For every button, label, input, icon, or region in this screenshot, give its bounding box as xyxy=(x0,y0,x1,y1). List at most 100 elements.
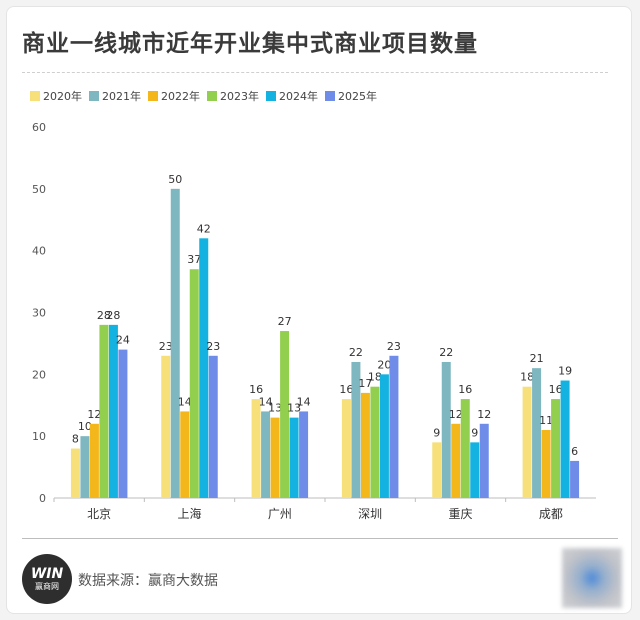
bar xyxy=(479,423,489,498)
bar-value-label: 24 xyxy=(116,334,130,347)
bar xyxy=(108,324,118,498)
x-category-label: 北京 xyxy=(87,507,111,521)
legend-item-2021: 2021年 xyxy=(89,88,141,104)
footer-divider xyxy=(22,538,618,539)
bar xyxy=(289,417,299,498)
bar xyxy=(261,411,271,498)
legend-swatch-2025 xyxy=(325,91,335,101)
bar-value-label: 6 xyxy=(571,445,578,458)
bar-value-label: 22 xyxy=(439,346,453,359)
title-divider xyxy=(22,72,608,73)
bar-value-label: 21 xyxy=(530,352,544,365)
bar-value-label: 12 xyxy=(477,408,491,421)
bar-value-label: 37 xyxy=(187,253,201,266)
bar-value-label: 28 xyxy=(106,309,120,322)
bar-value-label: 23 xyxy=(387,340,401,353)
bar-value-label: 16 xyxy=(549,383,563,396)
bar xyxy=(208,355,218,498)
bar-value-label: 13 xyxy=(268,402,282,415)
bar xyxy=(199,238,209,499)
bar-value-label: 42 xyxy=(197,222,211,235)
bar-value-label: 23 xyxy=(206,340,220,353)
legend-swatch-2022 xyxy=(148,91,158,101)
bar-value-label: 16 xyxy=(249,383,263,396)
bar xyxy=(570,460,580,498)
bar-value-label: 16 xyxy=(458,383,472,396)
y-tick-label: 0 xyxy=(39,492,46,505)
bar-value-label: 12 xyxy=(449,408,463,421)
bar-value-label: 17 xyxy=(358,377,372,390)
legend-swatch-2020 xyxy=(30,91,40,101)
bar-value-label: 11 xyxy=(539,414,553,427)
bar xyxy=(299,411,309,498)
bar xyxy=(270,417,280,498)
bar xyxy=(251,399,261,498)
bar xyxy=(99,324,109,498)
bar xyxy=(389,355,399,498)
bar xyxy=(118,349,128,498)
data-source: 数据来源：赢商大数据 xyxy=(78,573,218,589)
bar-value-label: 14 xyxy=(297,395,311,408)
legend-item-2023: 2023年 xyxy=(207,88,259,104)
logo-mark: WIN xyxy=(30,566,64,582)
bar-value-label: 19 xyxy=(558,365,572,378)
bar xyxy=(341,399,351,498)
bar xyxy=(89,423,99,498)
bar xyxy=(460,399,470,498)
bar xyxy=(560,380,570,498)
bar xyxy=(80,436,90,498)
legend-label-2022: 2022年 xyxy=(161,90,200,103)
bar-value-label: 9 xyxy=(471,426,478,439)
bar-value-label: 8 xyxy=(72,433,79,446)
bar-value-label: 28 xyxy=(97,309,111,322)
bar-value-label: 23 xyxy=(159,340,173,353)
bar xyxy=(441,361,451,498)
bar xyxy=(532,368,542,498)
y-tick-label: 50 xyxy=(32,183,46,196)
bar xyxy=(170,188,180,499)
bar-value-label: 9 xyxy=(433,426,440,439)
chart-title: 商业一线城市近年开业集中式商业项目数量 xyxy=(22,31,478,57)
bar xyxy=(351,361,361,498)
legend-label-2020: 2020年 xyxy=(43,90,82,103)
bar-value-label: 14 xyxy=(178,395,192,408)
bar-value-label: 50 xyxy=(168,173,182,186)
bar-value-label: 27 xyxy=(278,315,292,328)
bar xyxy=(551,399,561,498)
legend-item-2025: 2025年 xyxy=(325,88,377,104)
legend-item-2024: 2024年 xyxy=(266,88,318,104)
bar xyxy=(360,392,370,498)
brand-logo: WIN 赢商网 xyxy=(22,554,72,604)
bar-value-label: 10 xyxy=(78,420,92,433)
y-tick-label: 30 xyxy=(32,307,46,320)
chart-card xyxy=(6,6,632,614)
y-tick-label: 40 xyxy=(32,245,46,258)
x-category-label: 深圳 xyxy=(358,507,382,521)
bar xyxy=(161,355,171,498)
y-tick-label: 60 xyxy=(32,121,46,134)
legend-swatch-2023 xyxy=(207,91,217,101)
bar-value-label: 14 xyxy=(259,395,273,408)
bar xyxy=(189,269,199,498)
legend-label-2025: 2025年 xyxy=(338,90,377,103)
legend-item-2022: 2022年 xyxy=(148,88,200,104)
logo-text: 赢商网 xyxy=(35,582,59,591)
bar-value-label: 16 xyxy=(339,383,353,396)
legend-label-2024: 2024年 xyxy=(279,90,318,103)
x-category-label: 重庆 xyxy=(448,507,472,521)
y-tick-label: 10 xyxy=(32,430,46,443)
legend-swatch-2021 xyxy=(89,91,99,101)
x-category-label: 上海 xyxy=(177,506,201,521)
bar xyxy=(70,448,80,498)
legend: 2020年 2021年 2022年 2023年 2024年 2025年 xyxy=(30,88,377,104)
bar xyxy=(180,411,190,498)
bar-value-label: 22 xyxy=(349,346,363,359)
legend-swatch-2024 xyxy=(266,91,276,101)
bar xyxy=(451,423,461,498)
bar xyxy=(432,442,442,498)
bar xyxy=(370,386,380,498)
bar xyxy=(522,386,532,498)
bar-value-label: 18 xyxy=(368,371,382,384)
legend-label-2021: 2021年 xyxy=(102,90,141,103)
